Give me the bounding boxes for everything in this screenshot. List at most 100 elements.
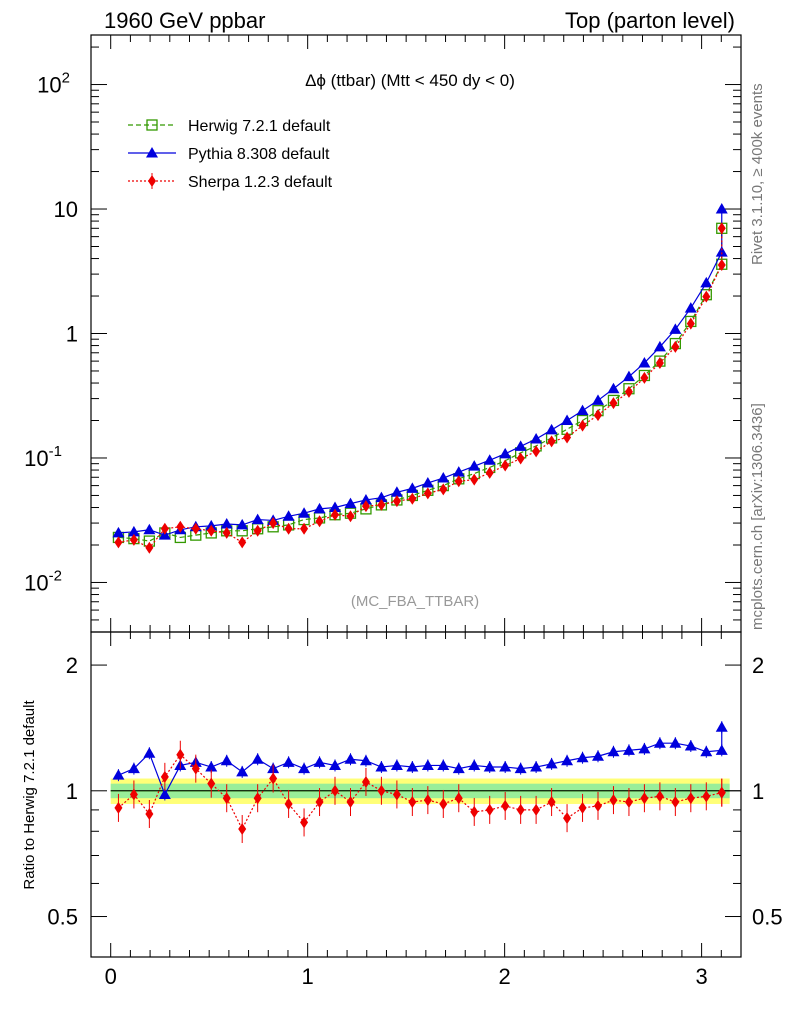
sherpa-point — [686, 317, 695, 330]
pythia-point — [251, 513, 264, 525]
sherpa-point — [485, 466, 494, 479]
pythia-ratio-point — [127, 762, 140, 774]
legend: Herwig 7.2.1 default Pythia 8.308 default… — [128, 118, 333, 191]
pythia-ratio-point — [421, 759, 434, 770]
y-tick-label: 10-1 — [24, 443, 62, 471]
main-series — [112, 203, 728, 554]
sherpa-point — [114, 536, 123, 549]
sherpa-ratio-point — [501, 799, 510, 812]
pythia-point — [483, 454, 496, 465]
pythia-point — [545, 423, 558, 435]
sherpa-ratio-point — [686, 792, 695, 805]
pythia-ratio-point — [390, 759, 403, 770]
sherpa-point — [439, 483, 448, 496]
ratio-panel: 0 1 2 3 0.5 0.5 1 1 2 2 Ratio to Herwig 7.2.1 def… — [21, 631, 783, 989]
legend-swatch-marker — [146, 119, 158, 131]
sherpa-point — [717, 259, 726, 272]
sherpa-ratio-point — [485, 803, 494, 816]
herwig-line — [118, 228, 723, 542]
pythia-point — [359, 493, 372, 505]
pythia-point — [561, 414, 574, 426]
pythia-ratio-point — [545, 757, 558, 769]
pythia-ratio-point — [468, 759, 481, 770]
sherpa-point — [609, 397, 618, 410]
sherpa-point — [315, 515, 324, 528]
pythia-line — [118, 209, 723, 536]
pythia-ratio-point — [251, 753, 264, 764]
pythia-point — [344, 497, 357, 509]
sherpa-ratio-point — [238, 823, 247, 836]
sherpa-point — [516, 452, 525, 465]
pythia-point — [700, 276, 713, 288]
sherpa-ratio-point — [655, 790, 664, 803]
pythia-point — [576, 404, 589, 416]
sherpa-ratio-point — [594, 799, 602, 812]
pythia-ratio-point — [576, 751, 589, 763]
pythia-point — [390, 486, 403, 497]
sherpa-ratio-point — [516, 803, 525, 816]
pythia-ratio-point — [220, 754, 233, 766]
sherpa-ratio-point — [145, 807, 154, 820]
pythia-ratio-point — [112, 769, 125, 780]
sherpa-point — [532, 445, 541, 458]
pythia-point — [638, 356, 651, 368]
pythia-ratio-point — [622, 744, 635, 755]
pythia-ratio-point — [700, 745, 713, 757]
sherpa-point — [578, 419, 587, 432]
pythia-point — [236, 518, 249, 530]
sherpa-ratio-point — [532, 803, 541, 816]
pythia-ratio-point — [638, 742, 651, 754]
sherpa-ratio-point — [377, 784, 386, 797]
sherpa-point — [253, 524, 262, 537]
pythia-point — [684, 302, 697, 313]
sherpa-ratio-point — [624, 796, 633, 809]
pythia-ratio-point — [344, 753, 357, 764]
sherpa-point — [284, 522, 293, 535]
sherpa-point — [145, 541, 154, 554]
sherpa-ratio-point — [361, 775, 370, 788]
y-tick-label-right: 0.5 — [752, 905, 783, 930]
mcplots-label: mcplots.cern.ch [arXiv:1306.3436] — [749, 403, 766, 630]
pythia-point — [607, 382, 620, 394]
sherpa-point — [624, 385, 633, 398]
sherpa-ratio-point — [578, 801, 587, 814]
sherpa-point — [454, 475, 463, 488]
pythia-ratio-point — [298, 762, 311, 774]
pythia-point — [143, 523, 156, 535]
pythia-ratio-point — [530, 761, 543, 772]
sherpa-ratio-point — [408, 796, 417, 809]
pythia-ratio-point — [406, 761, 419, 772]
pythia-ratio-point — [282, 756, 295, 767]
sherpa-point — [238, 536, 247, 549]
y-tick-label-right: 1 — [752, 779, 764, 804]
sherpa-ratio-point — [423, 794, 432, 807]
pythia-point — [669, 323, 682, 334]
sherpa-point — [269, 517, 278, 530]
pythia-point — [452, 466, 465, 477]
rivet-label: Rivet 3.1.10, ≥ 400k events — [749, 83, 766, 265]
sherpa-point — [547, 435, 556, 448]
y-tick-label-right: 2 — [752, 653, 764, 678]
pythia-point — [298, 507, 311, 518]
sherpa-point — [361, 500, 370, 513]
sherpa-ratio-point — [176, 748, 185, 761]
sherpa-ratio-point — [609, 794, 618, 807]
sherpa-point — [702, 290, 711, 303]
pythia-ratio-point — [437, 759, 450, 770]
pythia-ratio-point — [669, 737, 682, 748]
legend-entry-label: Herwig 7.2.1 default — [188, 118, 331, 135]
y-tick-label: 102 — [37, 70, 70, 98]
ratio-ylabel: Ratio to Herwig 7.2.1 default — [21, 700, 38, 890]
sherpa-ratio-point — [253, 792, 262, 805]
pythia-ratio-point — [205, 761, 218, 772]
x-tick-label: 0 — [105, 964, 117, 989]
sherpa-point — [331, 508, 340, 521]
sherpa-ratio-point — [300, 816, 309, 829]
sherpa-ratio-point — [454, 792, 463, 805]
watermark-label: (MC_FBA_TTBAR) — [351, 593, 479, 610]
sherpa-ratio-point — [640, 792, 649, 805]
sherpa-ratio-point — [315, 796, 324, 809]
sherpa-ratio-point — [671, 796, 680, 809]
main-panel: 10-2 10-1 1 10 102 Δϕ (ttbar) (Mtt < 450 dy … — [24, 34, 742, 633]
